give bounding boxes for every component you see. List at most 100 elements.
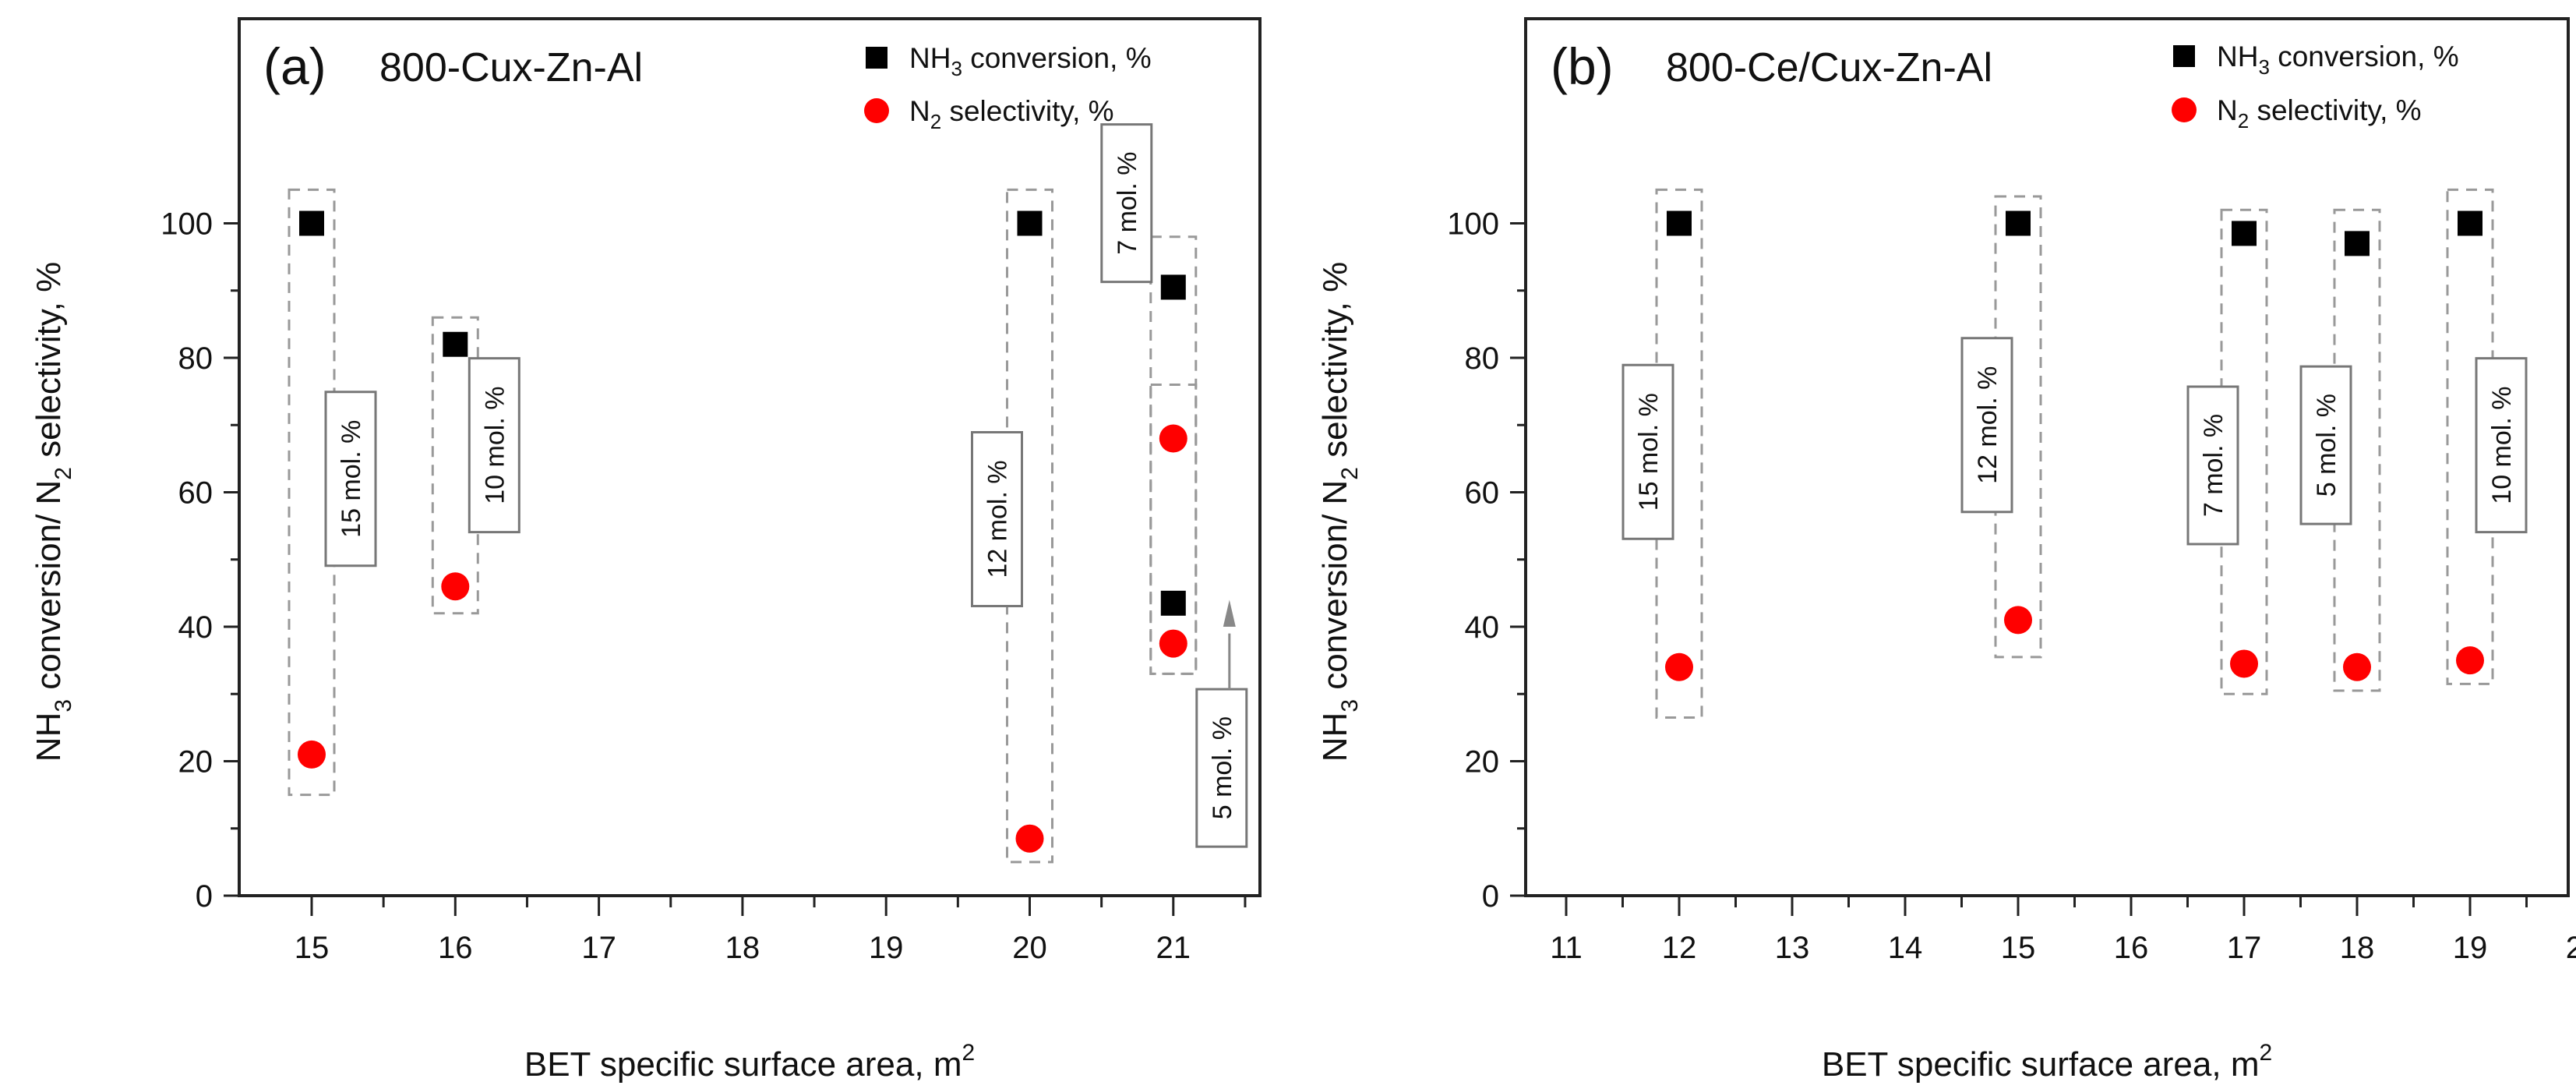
- panel-tag: (a): [263, 37, 326, 95]
- y-axis-title-part: conversion/ N: [1316, 480, 1354, 699]
- data-point-circle: [2456, 646, 2484, 675]
- y-axis-title-part: selectivity, %: [30, 262, 68, 467]
- legend-label-part: NH: [2217, 41, 2258, 72]
- group-label-box: [1960, 337, 2013, 514]
- data-point-square: [1017, 210, 1043, 236]
- callout-arrow-head: [1223, 599, 1236, 627]
- data-point-circle: [1665, 652, 1693, 681]
- data-point-square: [2006, 210, 2031, 236]
- group-dashed-box: [2446, 188, 2494, 685]
- y-tick-label: 0: [196, 879, 213, 914]
- group-label: 7 mol. %: [1113, 151, 1142, 254]
- y-tick-label: 80: [178, 341, 213, 376]
- group-label: 10 mol. %: [480, 387, 510, 504]
- x-tick-label: 11: [1550, 931, 1583, 965]
- x-tick-label: 20: [2566, 931, 2576, 965]
- panel-a: 0 20 40 60 80 100 15 16 17 18 19 20 21 BET specific s…: [30, 17, 1262, 1084]
- y-axis-title: NH3 conversion/ N2 selectivity, %: [1316, 262, 1363, 762]
- x-tick-label: 18: [725, 931, 760, 965]
- group-label: 12 mol. %: [983, 460, 1013, 578]
- x-axis-title: BET specific surface area, m2: [1822, 1040, 2272, 1084]
- x-tick-label: 20: [1012, 931, 1047, 965]
- group-dashed-box: [1006, 188, 1053, 864]
- group-label-box: [971, 431, 1023, 607]
- x-tick-label: 21: [1156, 931, 1191, 965]
- y-axis-title-part: NH: [30, 712, 68, 762]
- y-axis-title: NH3 conversion/ N2 selectivity, %: [30, 262, 76, 762]
- y-tick-label: 20: [178, 745, 213, 780]
- y-axis-title-sub: 2: [51, 467, 76, 480]
- x-tick-label: 19: [2453, 931, 2488, 965]
- group-label: 5 mol. %: [2312, 394, 2341, 497]
- y-tick-label: 80: [1465, 341, 1500, 376]
- data-point-square: [2345, 231, 2370, 256]
- x-tick-label: 18: [2340, 931, 2375, 965]
- x-tick-label: 16: [438, 931, 473, 965]
- group-dashed-box: [1149, 384, 1198, 675]
- group-dashed-box: [2220, 208, 2268, 695]
- x-axis-title-sup: 2: [2259, 1040, 2272, 1066]
- data-point-square: [1160, 590, 1186, 616]
- data-point-square: [2458, 210, 2482, 236]
- plot-frame: [238, 17, 1262, 897]
- y-tick-label: 60: [1465, 476, 1500, 511]
- legend-label-part: selectivity, %: [2249, 94, 2421, 126]
- x-tick-label: 16: [2114, 931, 2149, 965]
- y-tick-label: 40: [178, 610, 213, 645]
- y-tick-label: 0: [1482, 879, 1499, 914]
- group-label-box: [1195, 688, 1248, 848]
- group-label: 15 mol. %: [337, 420, 366, 538]
- plot-frame: [1524, 17, 2570, 897]
- x-axis-title-sup: 2: [962, 1040, 975, 1066]
- panel-title: 800-Cux-Zn-Al: [379, 45, 643, 90]
- y-tick-label: 100: [161, 207, 213, 242]
- legend-label-part: selectivity, %: [941, 95, 1113, 127]
- y-tick-label: 60: [178, 476, 213, 511]
- data-point-circle: [1015, 824, 1044, 853]
- x-tick-label: 13: [1775, 931, 1810, 965]
- group-label-box: [2299, 365, 2352, 525]
- legend-label: N2 selectivity, %: [909, 95, 1114, 133]
- legend-marker-circle: [864, 98, 889, 123]
- x-tick-label: 17: [581, 931, 616, 965]
- group-dashed-box: [288, 188, 336, 797]
- data-point-circle: [441, 572, 470, 601]
- legend-label: N2 selectivity, %: [2217, 94, 2422, 133]
- group-label-box: [324, 391, 377, 567]
- x-tick-label: 15: [2001, 931, 2036, 965]
- x-tick-label: 17: [2227, 931, 2262, 965]
- group-label-box: [2475, 357, 2528, 534]
- data-point-square: [2232, 221, 2257, 246]
- y-axis-title-part: selectivity, %: [1316, 262, 1354, 467]
- panel-b: 0 20 40 60 80 100 11 12 13 14 15 16 17 18 19 20 BET spec…: [1316, 17, 2576, 1084]
- data-point-circle: [2004, 606, 2032, 635]
- group-dashed-box: [1994, 195, 2042, 659]
- y-axis-title-sub: 3: [51, 699, 76, 712]
- legend-marker-square: [2173, 45, 2195, 67]
- x-axis-title: BET specific surface area, m2: [524, 1040, 975, 1084]
- legend-label: NH3 conversion, %: [2217, 41, 2459, 79]
- y-axis-title-sub: 3: [1337, 699, 1363, 712]
- group-label-box: [1621, 363, 1674, 540]
- legend-label-part: NH: [909, 42, 951, 74]
- legend-marker-circle: [2172, 97, 2197, 122]
- y-axis-title-sub: 2: [1337, 467, 1363, 480]
- data-point-square: [1667, 210, 1692, 236]
- panel-tag: (b): [1551, 37, 1614, 95]
- data-point-circle: [2230, 649, 2258, 678]
- legend-label-part: conversion, %: [2270, 41, 2459, 72]
- x-tick-label: 14: [1888, 931, 1923, 965]
- legend-label-part: N: [2217, 94, 2238, 126]
- group-label: 7 mol. %: [2199, 414, 2228, 517]
- legend-label-part: N: [909, 95, 930, 127]
- legend-label-sub: 2: [930, 110, 941, 133]
- data-point-circle: [1159, 629, 1187, 658]
- panel-title: 800-Ce/Cux-Zn-Al: [1666, 45, 1992, 90]
- group-label: 15 mol. %: [1634, 393, 1664, 511]
- x-tick-label: 15: [295, 931, 330, 965]
- group-label-box: [1100, 123, 1153, 284]
- data-point-square: [299, 210, 324, 236]
- data-point-circle: [298, 740, 326, 769]
